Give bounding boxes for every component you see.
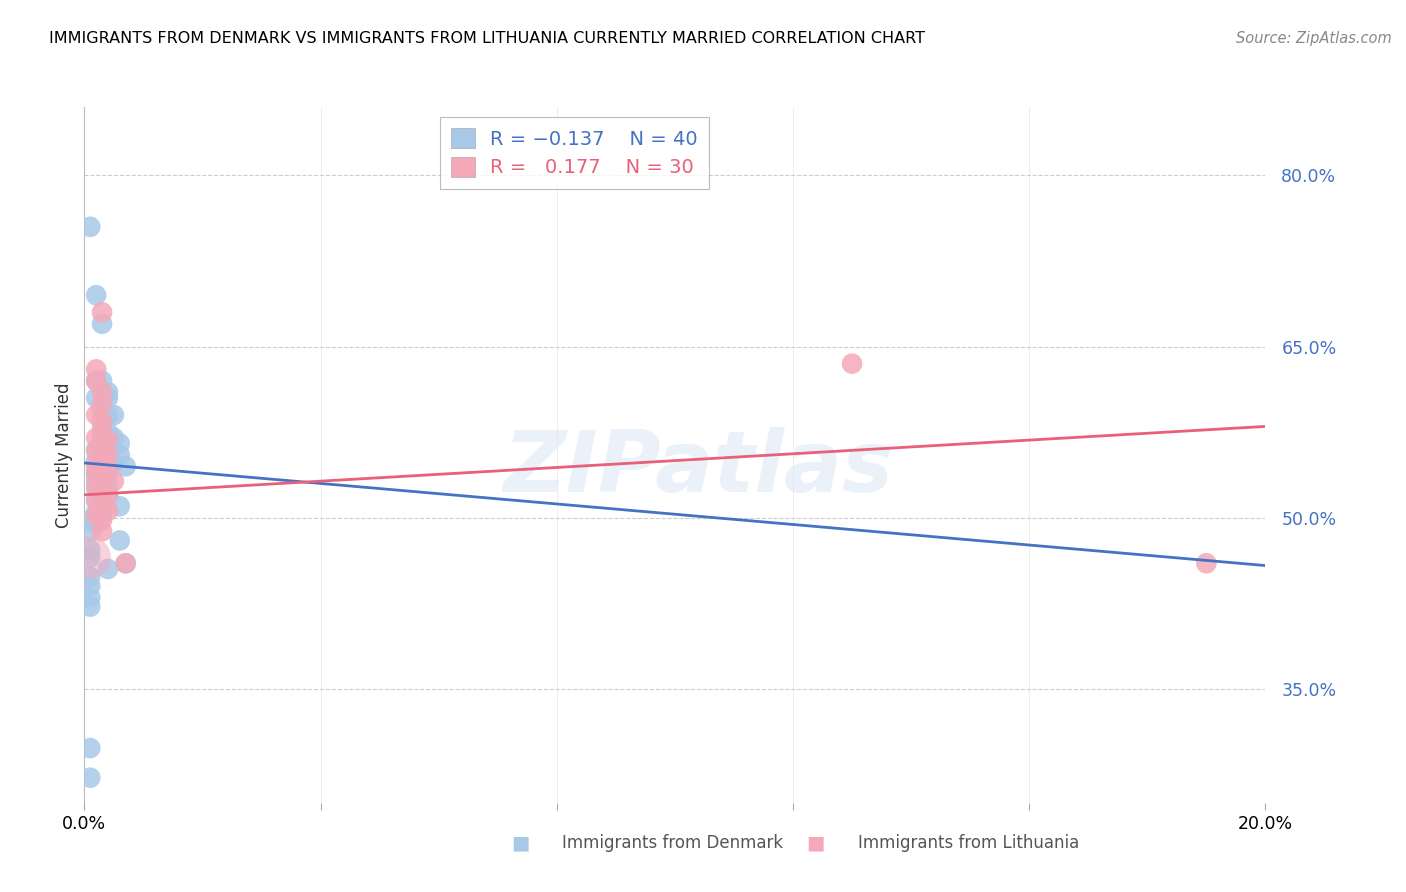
Point [91,513,114,527]
Point [97,433,120,447]
Text: Immigrants from Denmark: Immigrants from Denmark [562,834,783,852]
Point [91,497,114,511]
Point [114,556,136,570]
Point [97,463,120,477]
Point [91,305,114,319]
Point [97,408,120,422]
Point [84,431,107,445]
Point [91,471,114,485]
Point [108,533,131,548]
Point [1195,556,1218,570]
Point [97,479,120,493]
Point [84,493,107,508]
Point [91,425,114,439]
Point [97,448,120,462]
Point [84,374,107,388]
Point [841,357,863,371]
Legend: R = −0.137    N = 40, R =   0.177    N = 30: R = −0.137 N = 40, R = 0.177 N = 30 [440,117,710,189]
Point [91,385,114,400]
Point [84,444,107,458]
Point [84,465,107,479]
Point [103,456,125,470]
Point [91,508,114,523]
Point [97,504,120,518]
Point [97,391,120,405]
Point [91,448,114,462]
Point [79,599,101,614]
Text: IMMIGRANTS FROM DENMARK VS IMMIGRANTS FROM LITHUANIA CURRENTLY MARRIED CORRELATI: IMMIGRANTS FROM DENMARK VS IMMIGRANTS FR… [49,31,925,46]
Point [84,453,107,467]
Y-axis label: Currently Married: Currently Married [55,382,73,528]
Point [91,402,114,417]
Point [84,505,107,519]
Point [84,391,107,405]
Point [91,524,114,539]
Point [97,488,120,502]
Point [79,219,101,234]
Point [91,419,114,434]
Text: ■: ■ [806,833,825,853]
Point [114,556,136,570]
Point [84,459,107,474]
Point [91,440,114,454]
Point [79,741,101,756]
Point [84,408,107,422]
Point [79,550,101,565]
Point [84,442,107,457]
Point [79,542,101,557]
Point [79,579,101,593]
Text: Source: ZipAtlas.com: Source: ZipAtlas.com [1236,31,1392,46]
Point [84,362,107,376]
Point [91,453,114,467]
Point [91,488,114,502]
Point [84,482,107,496]
Point [84,508,107,523]
Point [79,513,101,527]
Point [97,465,120,479]
Point [91,476,114,491]
Point [114,459,136,474]
Point [91,482,114,496]
Point [84,516,107,531]
Point [103,408,125,422]
Point [79,550,101,565]
Point [91,317,114,331]
Point [91,500,114,514]
Point [103,431,125,445]
Point [84,479,107,493]
Point [79,591,101,605]
Point [79,570,101,584]
Point [91,396,114,410]
Point [108,448,131,462]
Point [97,425,120,439]
Point [97,488,120,502]
Point [79,524,101,539]
Point [84,467,107,482]
Text: Immigrants from Lithuania: Immigrants from Lithuania [858,834,1078,852]
Point [103,474,125,488]
Point [97,562,120,576]
Point [84,288,107,302]
Point [91,374,114,388]
Point [108,500,131,514]
Point [84,374,107,388]
Point [97,385,120,400]
Point [91,414,114,428]
Point [91,431,114,445]
Point [108,436,131,450]
Point [79,771,101,785]
Text: ZIPatlas: ZIPatlas [503,427,894,510]
Point [91,467,114,482]
Point [84,473,107,487]
Text: ■: ■ [510,833,530,853]
Point [84,493,107,508]
